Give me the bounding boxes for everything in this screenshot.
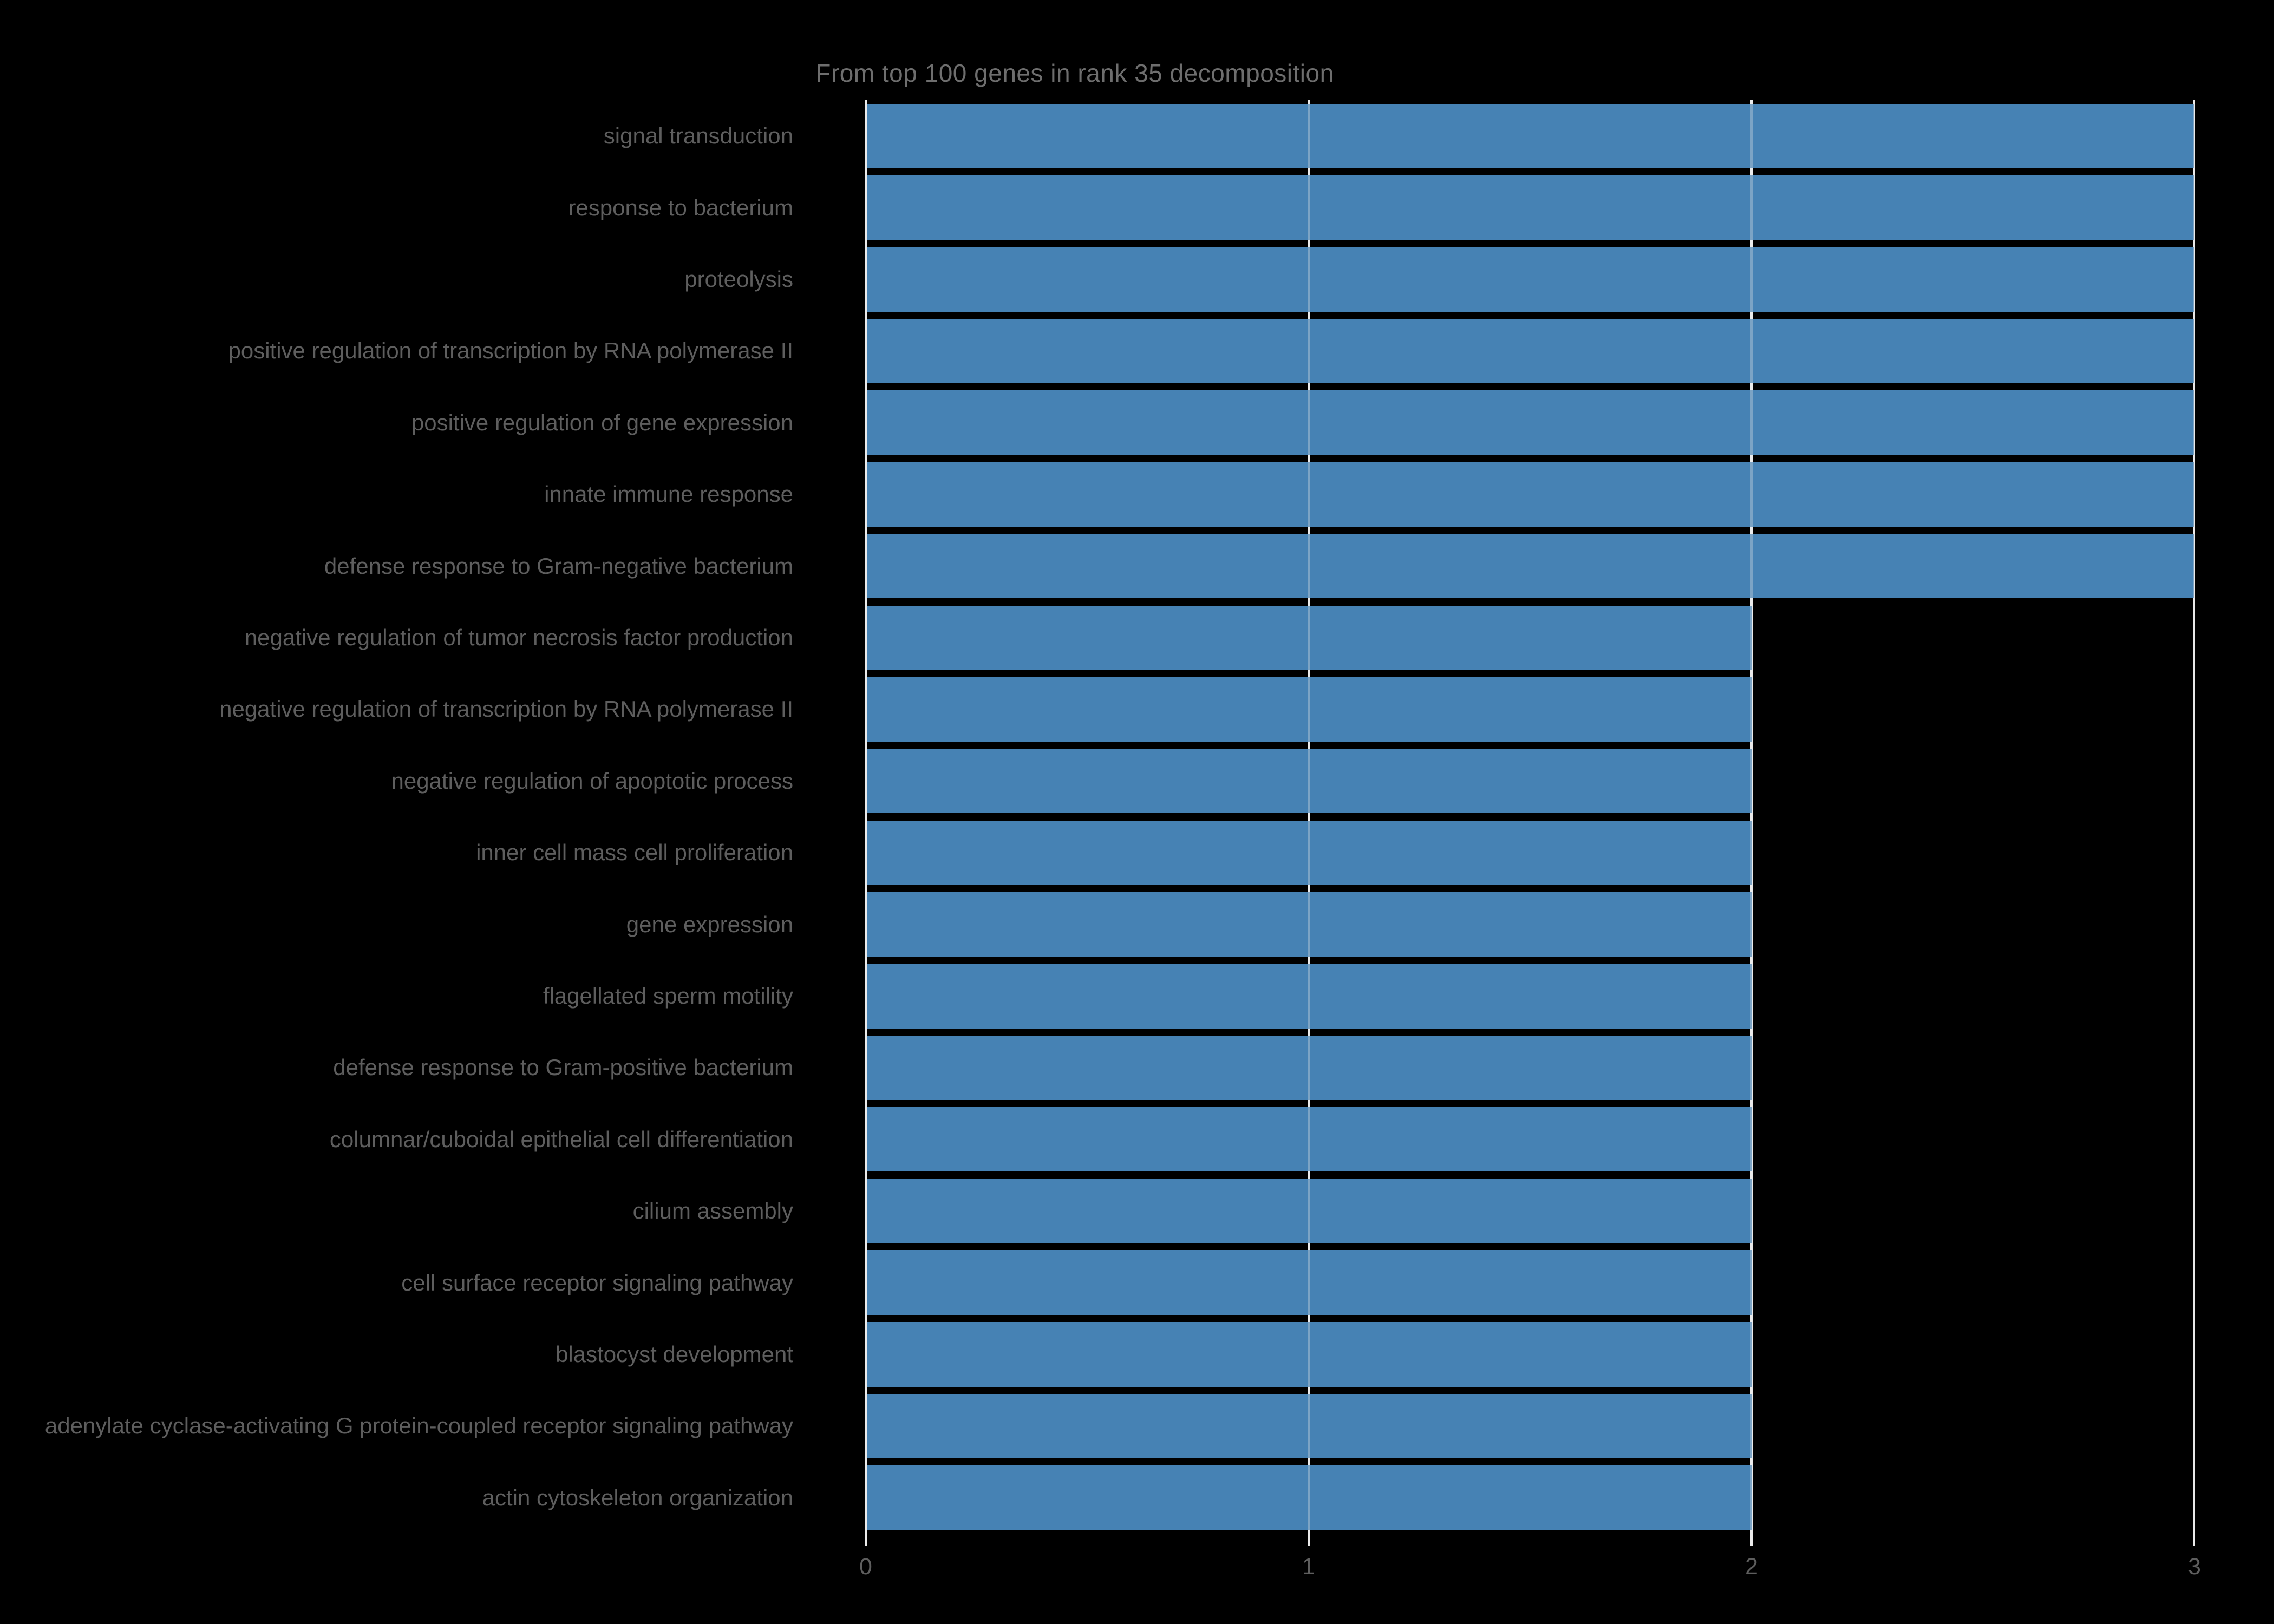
x-tick-label-0: 0 [859, 1554, 872, 1580]
y-tick-label: inner cell mass cell proliferation [476, 840, 793, 866]
chart-title: From top 100 genes in rank 35 decomposit… [815, 59, 1334, 87]
gridline-x-2 [1750, 100, 1753, 1534]
x-tick-label-3: 3 [2188, 1554, 2201, 1580]
gridline-overlay [1750, 100, 1753, 1534]
bar [867, 1035, 1752, 1100]
y-tick-label: actin cytoskeleton organization [482, 1484, 793, 1510]
y-tick-label: cell surface receptor signaling pathway [401, 1269, 793, 1295]
bar [867, 103, 2194, 168]
y-tick-label: columnar/cuboidal epithelial cell differ… [329, 1126, 793, 1152]
bar [867, 820, 1752, 885]
bar [867, 1465, 1752, 1530]
y-tick-label: negative regulation of tumor necrosis fa… [244, 624, 793, 650]
bar [867, 1322, 1752, 1387]
x-tick-label-1: 1 [1302, 1554, 1315, 1580]
x-tick-label-2: 2 [1745, 1554, 1758, 1580]
bar [867, 1393, 1752, 1458]
x-tick-mark-3 [2193, 1534, 2195, 1546]
y-tick-label: flagellated sperm motility [543, 983, 793, 1009]
bar [867, 1250, 1752, 1315]
gridline-overlay [2193, 100, 2195, 1534]
bar [867, 677, 1752, 742]
bar [867, 892, 1752, 957]
y-tick-label: positive regulation of gene expression [411, 409, 793, 435]
y-tick-label: gene expression [626, 911, 793, 937]
y-tick-label: positive regulation of transcription by … [228, 338, 794, 364]
x-tick-mark-0 [865, 1534, 867, 1546]
y-tick-label: defense response to Gram-positive bacter… [333, 1055, 793, 1081]
y-tick-label: response to bacterium [568, 194, 793, 220]
bar [867, 964, 1752, 1029]
gridline-x-3 [2193, 100, 2195, 1534]
gridline-overlay [865, 100, 867, 1534]
bar [867, 175, 2194, 240]
x-tick-mark-2 [1750, 1534, 1753, 1546]
bar [867, 318, 2194, 383]
gridline-x-0 [865, 100, 867, 1534]
y-tick-label: innate immune response [544, 481, 793, 507]
bar [867, 1178, 1752, 1243]
bar [867, 749, 1752, 814]
bar [867, 247, 2194, 312]
y-tick-label: cilium assembly [632, 1198, 793, 1224]
y-tick-label: defense response to Gram-negative bacter… [324, 553, 793, 579]
bar [867, 534, 2194, 599]
gridline-x-1 [1308, 100, 1310, 1534]
y-tick-label: blastocyst development [556, 1341, 793, 1367]
bar [867, 605, 1752, 670]
gridline-overlay [1308, 100, 1310, 1534]
y-tick-label: negative regulation of transcription by … [219, 696, 793, 722]
y-tick-label: negative regulation of apoptotic process [391, 768, 794, 794]
y-tick-label: signal transduction [603, 123, 793, 149]
plot-area [865, 100, 2230, 1546]
y-tick-label: adenylate cyclase-activating G protein-c… [44, 1413, 793, 1439]
bar [867, 462, 2194, 527]
x-tick-mark-1 [1308, 1534, 1310, 1546]
bar [867, 1107, 1752, 1172]
y-tick-label: proteolysis [684, 266, 793, 292]
bar [867, 390, 2194, 455]
